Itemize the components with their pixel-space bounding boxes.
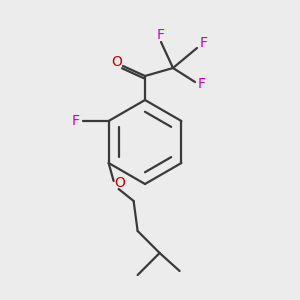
Text: O: O bbox=[112, 55, 122, 69]
Text: O: O bbox=[114, 176, 125, 190]
Text: F: F bbox=[200, 36, 208, 50]
Text: F: F bbox=[157, 28, 165, 42]
Text: F: F bbox=[198, 77, 206, 91]
Text: F: F bbox=[72, 114, 80, 128]
